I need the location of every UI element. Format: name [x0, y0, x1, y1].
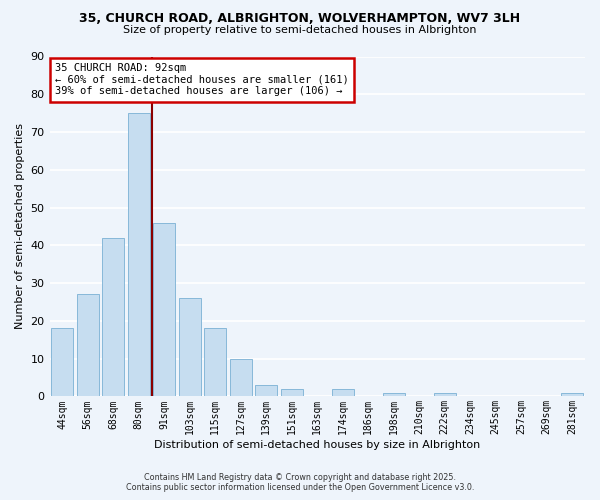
Bar	[332, 389, 353, 396]
Bar	[434, 392, 455, 396]
Y-axis label: Number of semi-detached properties: Number of semi-detached properties	[15, 124, 25, 330]
Bar	[562, 392, 583, 396]
Bar	[205, 328, 226, 396]
Bar	[383, 392, 404, 396]
Text: 35, CHURCH ROAD, ALBRIGHTON, WOLVERHAMPTON, WV7 3LH: 35, CHURCH ROAD, ALBRIGHTON, WOLVERHAMPT…	[79, 12, 521, 26]
Bar	[154, 222, 175, 396]
X-axis label: Distribution of semi-detached houses by size in Albrighton: Distribution of semi-detached houses by …	[154, 440, 481, 450]
Bar	[281, 389, 302, 396]
Text: Contains HM Land Registry data © Crown copyright and database right 2025.
Contai: Contains HM Land Registry data © Crown c…	[126, 473, 474, 492]
Bar	[128, 113, 149, 397]
Text: Size of property relative to semi-detached houses in Albrighton: Size of property relative to semi-detach…	[123, 25, 477, 35]
Bar	[256, 385, 277, 396]
Bar	[77, 294, 98, 396]
Bar	[52, 328, 73, 396]
Bar	[179, 298, 200, 396]
Bar	[230, 358, 251, 397]
Bar	[103, 238, 124, 396]
Text: 35 CHURCH ROAD: 92sqm
← 60% of semi-detached houses are smaller (161)
39% of sem: 35 CHURCH ROAD: 92sqm ← 60% of semi-deta…	[55, 64, 349, 96]
